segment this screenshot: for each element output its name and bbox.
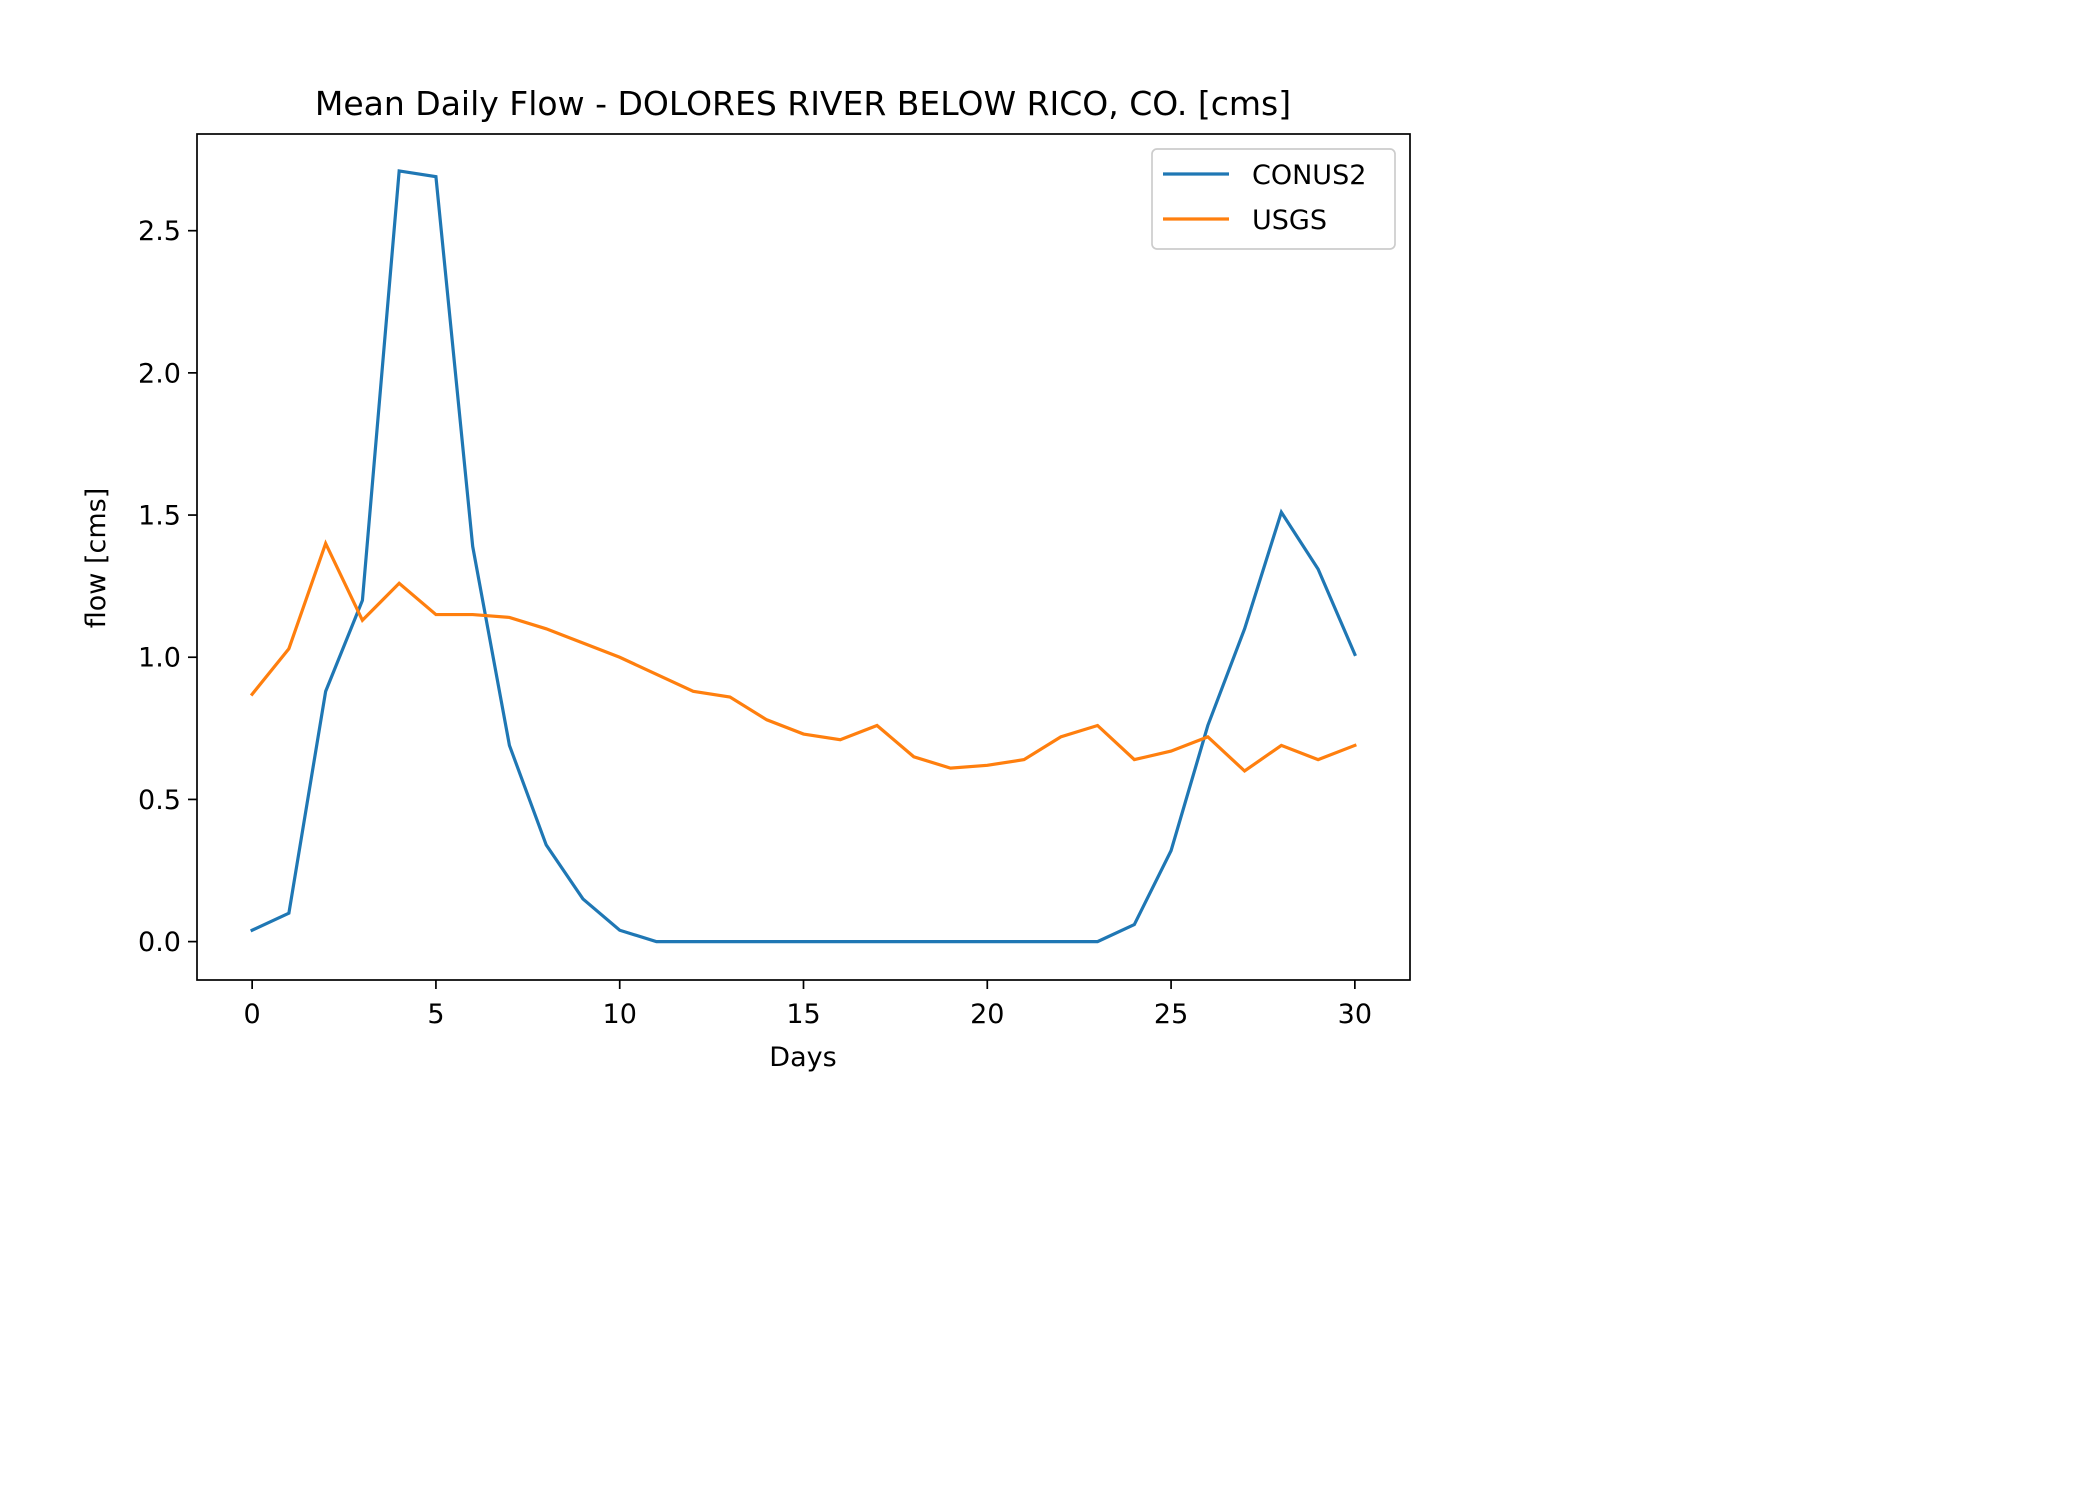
legend: CONUS2 USGS (1151, 148, 1396, 250)
x-tick-label: 0 (244, 999, 261, 1030)
x-tick-label: 20 (970, 999, 1004, 1030)
series-line-usgs (249, 539, 1357, 774)
legend-label-conus2: CONUS2 (1252, 160, 1366, 191)
x-tick-label: 25 (1154, 999, 1188, 1030)
y-tick-label: 2.0 (138, 358, 181, 389)
y-axis-label: flow [cms] (81, 488, 112, 628)
plot-area (249, 169, 1357, 944)
y-tick-label: 0.5 (138, 785, 181, 816)
axes: 0 5 10 15 20 25 30 0.0 0.5 1.0 1.5 2.0 2.5 (138, 133, 1411, 1030)
line-chart: Mean Daily Flow - DOLORES RIVER BELOW RI… (81, 84, 1411, 1073)
y-tick-label: 0.0 (138, 927, 181, 958)
y-tick-label: 1.5 (138, 501, 181, 532)
y-tick-label: 2.5 (138, 216, 181, 247)
x-tick-label: 5 (427, 999, 444, 1030)
y-tick-label: 1.0 (138, 643, 181, 674)
chart-title: Mean Daily Flow - DOLORES RIVER BELOW RI… (315, 84, 1291, 123)
x-tick-label: 15 (786, 999, 820, 1030)
x-tick-label: 10 (603, 999, 637, 1030)
legend-label-usgs: USGS (1252, 205, 1327, 236)
series-line-conus2 (250, 169, 1357, 944)
x-axis-label: Days (769, 1042, 836, 1073)
x-tick-label: 30 (1338, 999, 1372, 1030)
